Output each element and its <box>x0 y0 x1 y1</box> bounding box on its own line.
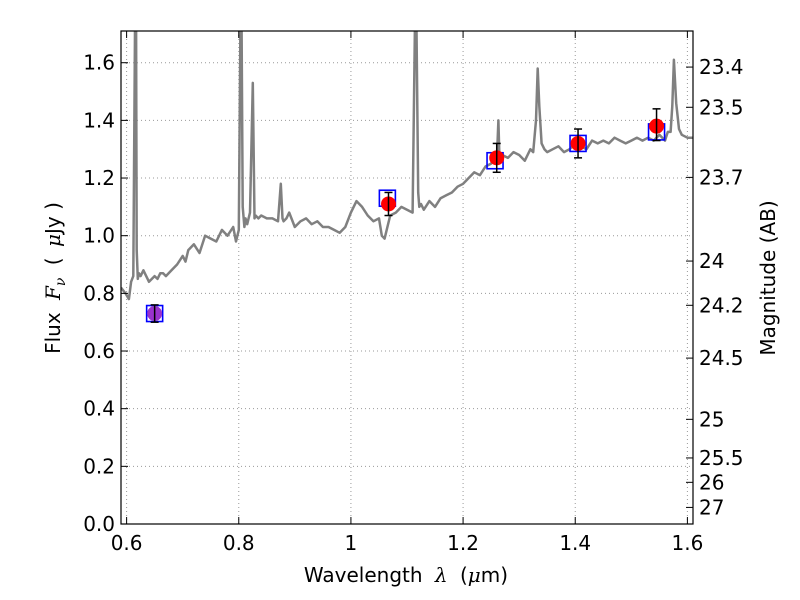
y-tick-label: 0.6 <box>83 339 115 363</box>
y-tick-label: 0.4 <box>83 397 115 421</box>
y-tick-label: 0.8 <box>83 281 115 305</box>
mag-tick-label: 23.5 <box>699 95 744 119</box>
mag-tick-label: 23.4 <box>699 55 744 79</box>
grid <box>121 31 693 525</box>
model-box-layer <box>145 123 666 323</box>
x-tick-label: 1.6 <box>671 531 703 555</box>
y-axis-label: Flux Fν ( μJy ) <box>41 202 69 354</box>
y-tick-label: 1.6 <box>83 51 115 75</box>
x-tick-label: 0.8 <box>223 531 255 555</box>
mag-tick-label: 24.5 <box>699 346 744 370</box>
plot-frame <box>120 30 694 525</box>
x-tick-label: 0.6 <box>111 531 143 555</box>
mag-tick-label: 23.7 <box>699 165 744 189</box>
x-tick-label: 1.2 <box>447 531 479 555</box>
mag-tick-label: 26 <box>699 470 724 494</box>
mag-tick-label: 25.5 <box>699 446 744 470</box>
mag-tick-label: 25 <box>699 407 724 431</box>
mag-tick-label: 27 <box>699 495 724 519</box>
y-tick-label: 0.2 <box>83 454 115 478</box>
spectrum-layer <box>121 31 693 301</box>
x-tick-label: 1 <box>345 531 358 555</box>
tick-layer: 0.6 0.8 1 1.2 1.4 1.6 0.0 0.2 0.4 0.6 0.8 1.0 1.2 1.4… <box>83 31 744 555</box>
x-axis-label: Wavelength λ (μm) <box>304 563 508 587</box>
mag-tick-label: 24.2 <box>699 293 744 317</box>
magnitude-axis-label: Magnitude (AB) <box>756 200 780 355</box>
mag-tick-label: 24 <box>699 249 724 273</box>
y-tick-label: 0.0 <box>83 512 115 536</box>
observed-point-layer <box>147 108 665 323</box>
y-tick-label: 1.4 <box>83 108 115 132</box>
x-tick-label: 1.4 <box>559 531 591 555</box>
y-tick-label: 1.2 <box>83 166 115 190</box>
spectrum-line <box>121 31 693 301</box>
y-tick-label: 1.0 <box>83 224 115 248</box>
